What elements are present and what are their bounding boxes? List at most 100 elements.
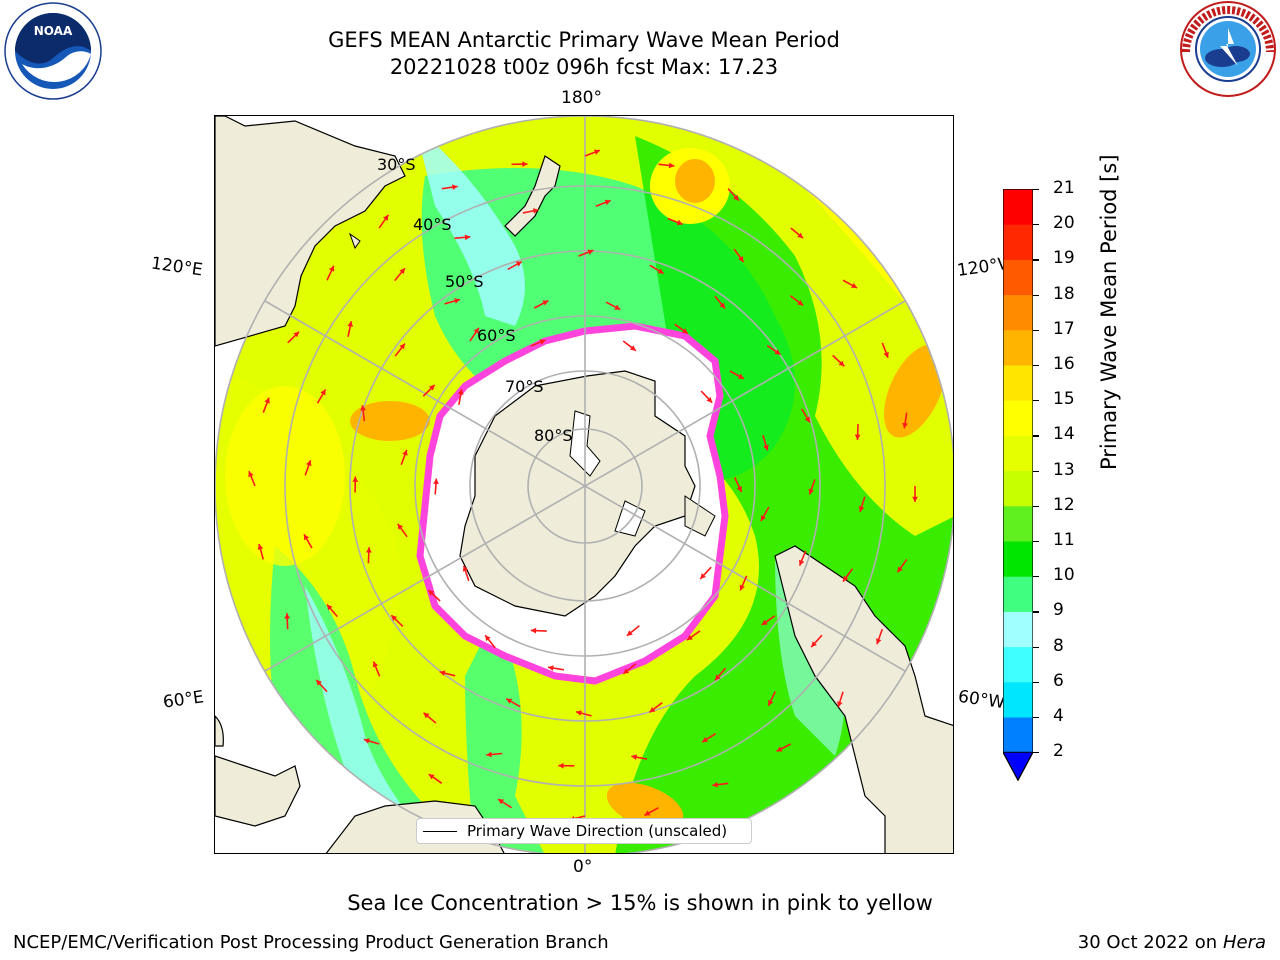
wave-arrow-head xyxy=(433,478,439,484)
wave-direction-arrows xyxy=(248,149,918,822)
colorbar-segment xyxy=(1003,365,1033,401)
colorbar-segment xyxy=(1003,329,1033,366)
nws-logo xyxy=(1178,0,1278,98)
wave-arrow-head xyxy=(837,701,843,708)
wave-arrow-head xyxy=(668,162,675,169)
wave-arrow-head xyxy=(715,674,721,681)
wave-arrow-head xyxy=(774,349,781,355)
colorbar-tick-mark xyxy=(1033,329,1039,331)
wave-arrow-head xyxy=(700,573,706,579)
wave-arrow-head xyxy=(464,234,471,241)
colorbar-tick-label: 18 xyxy=(1053,283,1075,304)
colorbar-segment xyxy=(1003,541,1033,577)
legend-label: Primary Wave Direction (unscaled) xyxy=(467,822,728,840)
wave-arrow-head xyxy=(515,261,522,267)
colorbar-tick-label: 6 xyxy=(1053,670,1064,691)
wave-arrow-head xyxy=(530,627,537,634)
wave-arrow-head xyxy=(428,384,435,391)
wave-arrow-head xyxy=(383,214,389,221)
wave-arrow-head xyxy=(462,565,469,572)
wave-arrow-head xyxy=(522,161,528,168)
wave-arrow-head xyxy=(558,762,564,769)
wave-arrow-head xyxy=(473,327,479,334)
footer-date: 30 Oct 2022 on Hera xyxy=(1078,932,1266,953)
colorbar-tick-mark xyxy=(1033,541,1039,543)
wave-arrow-head xyxy=(897,566,903,573)
wave-arrow-head xyxy=(360,405,366,411)
colorbar-tick-label: 8 xyxy=(1053,635,1064,656)
colorbar-tick-label: 10 xyxy=(1053,565,1075,586)
wave-arrow-head xyxy=(838,360,845,367)
colorbar-tick-mark xyxy=(1033,752,1039,754)
footer-org: NCEP/EMC/Verification Post Processing Pr… xyxy=(13,932,609,953)
colorbar-tick-label: 19 xyxy=(1053,248,1075,269)
sea-ice-note: Sea Ice Concentration > 15% is shown in … xyxy=(347,891,933,915)
wave-arrow-head xyxy=(649,706,656,713)
wave-arrow-head xyxy=(372,661,379,668)
wave-arrow-head xyxy=(284,613,291,619)
map-legend: Primary Wave Direction (unscaled) xyxy=(416,818,752,844)
colorbar-tick-label: 16 xyxy=(1053,354,1075,374)
wave-arrow-head xyxy=(439,670,446,676)
colorbar-tick-mark xyxy=(1033,470,1039,472)
wave-arrow-head xyxy=(428,590,435,596)
colorbar-tick-mark xyxy=(1033,365,1039,367)
colorbar-tick-label: 12 xyxy=(1053,494,1075,515)
wave-arrow-head xyxy=(542,300,549,306)
lon-label-0: 0° xyxy=(573,857,593,877)
legend-line-swatch xyxy=(423,830,457,832)
lon-label-60e: 60°E xyxy=(161,687,206,713)
wave-arrow-head xyxy=(485,635,491,642)
lon-label-180: 180° xyxy=(561,88,602,108)
wave-arrow-head xyxy=(851,282,858,288)
wave-arrow-head xyxy=(733,194,739,201)
wave-arrow-head xyxy=(797,232,804,239)
wave-arrow-head xyxy=(808,488,815,495)
wave-arrow-head xyxy=(399,268,405,275)
wave-arrow-head xyxy=(686,634,693,641)
wave-arrow-head xyxy=(576,710,582,716)
wave-arrow-head xyxy=(352,476,359,482)
colorbar-segment xyxy=(1003,505,1033,542)
wave-arrow-head xyxy=(702,736,709,743)
colorbar-under-extend xyxy=(1003,751,1033,781)
lat-label-30s: 30°S xyxy=(377,155,416,174)
wave-arrow-head xyxy=(763,444,769,451)
wave-arrow-head xyxy=(316,679,322,686)
wave-arrow-head xyxy=(657,268,664,274)
wave-arrow-head xyxy=(365,547,372,553)
wave-arrow-head xyxy=(629,345,636,351)
wave-arrow-head xyxy=(303,534,310,541)
colorbar-segment xyxy=(1003,259,1033,296)
wave-arrow-head xyxy=(681,328,688,334)
colorbar-segment xyxy=(1003,646,1033,683)
wave-arrow-head xyxy=(875,638,882,645)
colorbar-tick-mark xyxy=(1033,646,1039,648)
wave-arrow-head xyxy=(320,389,326,396)
wave-arrow-head xyxy=(328,265,335,272)
wave-arrow-head xyxy=(306,460,312,467)
wave-arrow-head xyxy=(604,199,611,206)
wave-arrow-head xyxy=(912,496,918,502)
wave-arrow-head xyxy=(736,486,742,493)
footer-date-text: 30 Oct 2022 on xyxy=(1077,932,1218,953)
wave-arrow-head xyxy=(423,712,430,719)
map-panel: 30°S 40°S 50°S 60°S 70°S 80°S xyxy=(214,115,954,854)
lat-label-40s: 40°S xyxy=(413,215,452,234)
wave-arrow-head xyxy=(631,754,638,760)
colorbar-tick-mark xyxy=(1033,400,1039,402)
colorbar-tick-label: 15 xyxy=(1053,389,1075,410)
wave-arrow-head xyxy=(506,698,513,704)
wave-arrow-head xyxy=(248,471,254,478)
chart-subtitle: 20221028 t00z 096h fcst Max: 17.23 xyxy=(389,55,779,79)
colorbar-segment xyxy=(1003,400,1033,436)
lat-label-70s: 70°S xyxy=(505,377,544,396)
colorbar-tick-mark xyxy=(1033,435,1039,437)
wave-arrow-head xyxy=(761,619,768,625)
wave-arrow-head xyxy=(257,544,264,550)
wave-arrow-head xyxy=(626,630,633,636)
wave-arrow-head xyxy=(776,746,783,752)
wave-arrow-head xyxy=(712,781,718,788)
wave-arrow-head xyxy=(539,339,546,345)
wave-arrow-head xyxy=(347,321,354,327)
